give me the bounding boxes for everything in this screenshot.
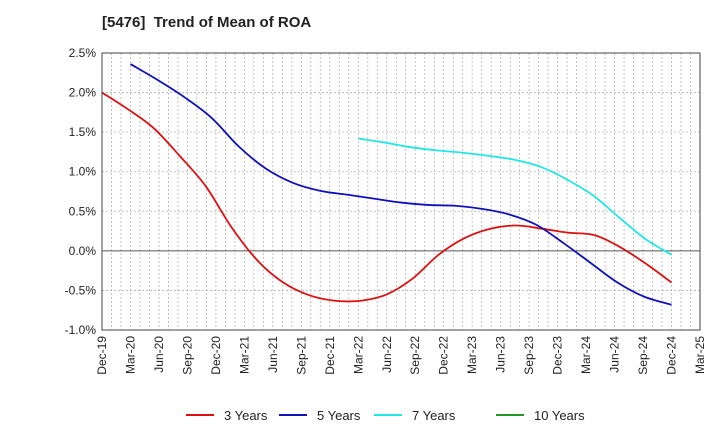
x-tick-label: Dec-21 bbox=[323, 336, 337, 375]
x-tick-label: Mar-24 bbox=[579, 336, 593, 374]
legend-item-5-years: 5 Years bbox=[279, 408, 361, 423]
legend-item-3-years: 3 Years bbox=[186, 408, 268, 423]
x-tick-label: Mar-25 bbox=[693, 336, 707, 374]
x-tick-label: Jun-22 bbox=[380, 336, 394, 373]
x-tick-label: Mar-23 bbox=[465, 336, 479, 374]
x-tick-label: Sep-21 bbox=[294, 336, 308, 375]
series-line-3-years bbox=[101, 91, 673, 303]
x-tick-label: Mar-22 bbox=[351, 336, 365, 374]
y-tick-label: 0.0% bbox=[69, 244, 97, 258]
x-tick-label: Mar-21 bbox=[237, 336, 251, 374]
legend-label: 5 Years bbox=[317, 408, 361, 423]
x-tick-label: Dec-20 bbox=[209, 336, 223, 375]
x-tick-label: Jun-23 bbox=[494, 336, 508, 373]
x-tick-label: Jun-21 bbox=[266, 336, 280, 373]
y-tick-label: 2.0% bbox=[69, 86, 97, 100]
x-tick-label: Sep-20 bbox=[180, 336, 194, 375]
x-tick-label: Dec-24 bbox=[665, 336, 679, 375]
x-tick-label: Sep-24 bbox=[636, 336, 650, 375]
legend-item-7-years: 7 Years bbox=[374, 408, 456, 423]
y-tick-label: 1.5% bbox=[69, 125, 97, 139]
y-tick-label: -0.5% bbox=[65, 283, 97, 297]
y-tick-label: 0.5% bbox=[69, 204, 97, 218]
x-tick-label: Dec-22 bbox=[437, 336, 451, 375]
legend-label: 10 Years bbox=[534, 408, 585, 423]
series-line-5-years bbox=[130, 63, 672, 306]
x-tick-label: Jun-20 bbox=[152, 336, 166, 373]
grid bbox=[102, 53, 700, 330]
legend: 3 Years 5 Years 7 Years 10 Years bbox=[186, 408, 585, 423]
x-tick-label: Dec-19 bbox=[95, 336, 109, 375]
plot-area bbox=[102, 53, 700, 330]
x-tick-label: Dec-23 bbox=[551, 336, 565, 375]
series-line-7-years bbox=[358, 137, 672, 256]
y-tick-label: 2.5% bbox=[69, 46, 97, 60]
chart-title: [5476] Trend of Mean of ROA bbox=[102, 14, 312, 31]
y-tick-label: -1.0% bbox=[65, 323, 97, 337]
x-tick-label: Mar-20 bbox=[123, 336, 137, 374]
y-tick-label: 1.0% bbox=[69, 165, 97, 179]
series-lines bbox=[101, 63, 673, 306]
x-tick-label: Sep-23 bbox=[522, 336, 536, 375]
legend-item-10-years: 10 Years bbox=[496, 408, 585, 423]
x-tick-label: Jun-24 bbox=[608, 336, 622, 373]
plot-frame bbox=[101, 52, 701, 331]
x-tick-label: Sep-22 bbox=[408, 336, 422, 375]
legend-label: 3 Years bbox=[224, 408, 268, 423]
axes: -1.0% -0.5% 0.0% 0.5% 1.0% 1.5% 2.0% 2.5% Dec-19… bbox=[65, 46, 707, 375]
legend-label: 7 Years bbox=[412, 408, 456, 423]
